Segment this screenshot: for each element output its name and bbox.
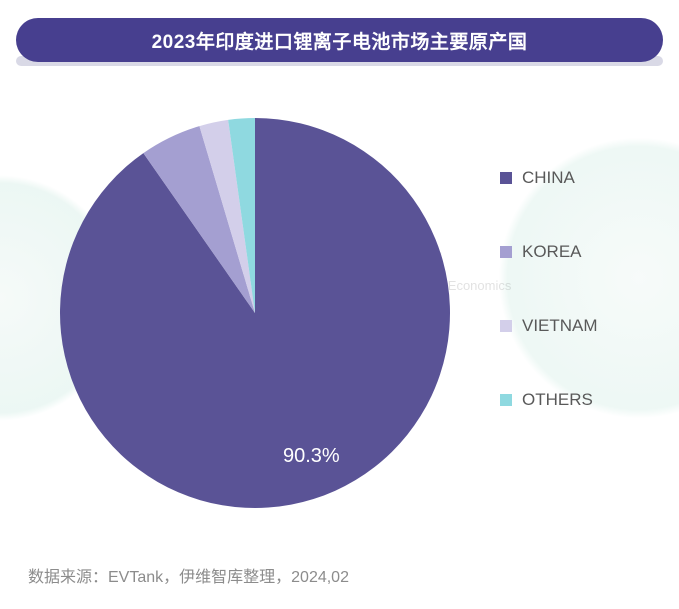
source-line: 数据来源：EVTank，伊维智库整理，2024,02 (28, 563, 349, 587)
legend-label: OTHERS (522, 390, 593, 410)
legend-swatch (500, 246, 512, 258)
legend-swatch (500, 394, 512, 406)
legend-swatch (500, 320, 512, 332)
page-title: 2023年印度进口锂离子电池市场主要原产国 (152, 27, 528, 54)
legend-label: VIETNAM (522, 316, 598, 336)
legend-label: KOREA (522, 242, 582, 262)
pie-annotation: 90.3% (283, 445, 340, 468)
legend: CHINA KOREA VIETNAM OTHERS (500, 168, 665, 464)
pie-chart: 90.3% (55, 113, 455, 513)
legend-label: CHINA (522, 168, 575, 188)
header-pill: 2023年印度进口锂离子电池市场主要原产国 (16, 18, 663, 62)
header-band: 2023年印度进口锂离子电池市场主要原产国 (16, 18, 663, 62)
legend-item-china: CHINA (500, 168, 665, 188)
chart-area: EVTank 伊维经济研究院 China YiWei Institute of … (0, 98, 679, 538)
legend-swatch (500, 172, 512, 184)
pie-svg (55, 113, 455, 513)
legend-item-others: OTHERS (500, 390, 665, 410)
legend-item-vietnam: VIETNAM (500, 316, 665, 336)
legend-item-korea: KOREA (500, 242, 665, 262)
